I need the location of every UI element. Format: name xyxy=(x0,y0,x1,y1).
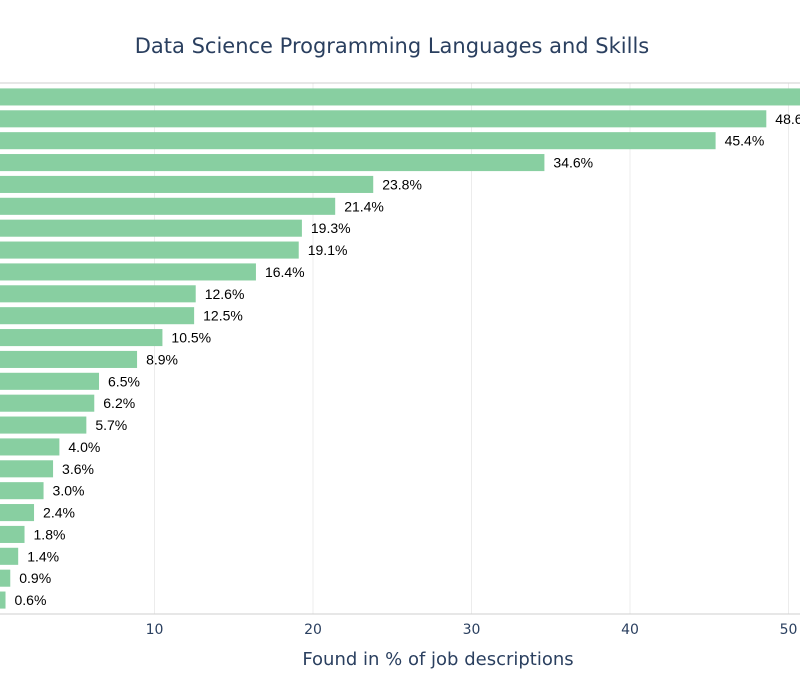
x-axis-ticks: 10 20 30 40 50 xyxy=(146,622,798,638)
bar xyxy=(0,329,163,347)
bar xyxy=(0,438,60,456)
bar xyxy=(0,110,767,128)
bar-data-label: 6.2% xyxy=(103,395,135,411)
bar xyxy=(0,350,138,368)
bar xyxy=(0,460,54,478)
bar-data-label: 6.5% xyxy=(108,373,140,389)
bar-data-label: 34.6% xyxy=(553,155,593,171)
bar-data-label: 16.4% xyxy=(265,264,305,280)
bar-data-label: 21.4% xyxy=(344,198,384,214)
bar xyxy=(0,482,44,500)
chart-title: Data Science Programming Languages and S… xyxy=(135,34,649,58)
x-tick-label: 50 xyxy=(780,622,798,638)
x-tick-label: 40 xyxy=(621,622,639,638)
bar-data-label: 19.1% xyxy=(308,242,348,258)
bar xyxy=(0,263,256,281)
bar-data-label: 5.7% xyxy=(95,417,127,433)
bar-data-label: 45.4% xyxy=(725,133,765,149)
bar xyxy=(0,241,299,259)
bar-data-label: 0.6% xyxy=(15,592,47,608)
bar xyxy=(0,416,87,434)
bar xyxy=(0,394,95,412)
bar xyxy=(0,219,302,237)
bar-data-label: 1.8% xyxy=(34,526,66,542)
bar xyxy=(0,285,196,303)
bar xyxy=(0,504,35,522)
bar xyxy=(0,591,6,609)
bar xyxy=(0,569,11,587)
bar-data-label: 1.4% xyxy=(27,548,59,564)
bar xyxy=(0,307,195,325)
bar-data-label: 12.6% xyxy=(205,286,245,302)
bar-data-label: 0.9% xyxy=(19,570,51,586)
bar-data-label: 19.3% xyxy=(311,220,351,236)
bar xyxy=(0,372,100,390)
bar xyxy=(0,175,374,193)
x-axis-title: Found in % of job descriptions xyxy=(302,649,573,670)
bar xyxy=(0,525,25,543)
bar xyxy=(0,547,19,565)
bar-data-label: 3.6% xyxy=(62,461,94,477)
bars xyxy=(0,88,800,609)
x-tick-label: 20 xyxy=(304,622,322,638)
bar xyxy=(0,88,800,106)
bar-labels: 48.6% 45.4% 34.6% 23.8% 21.4% 19.3% 19.1%16.4%… xyxy=(15,111,800,608)
bar-data-label: 2.4% xyxy=(43,505,75,521)
bar-data-label: 12.5% xyxy=(203,308,243,324)
bar xyxy=(0,132,716,150)
bar-data-label: 3.0% xyxy=(53,483,85,499)
bar xyxy=(0,197,336,215)
x-tick-label: 30 xyxy=(463,622,481,638)
bar-data-label: 23.8% xyxy=(382,176,422,192)
bar xyxy=(0,154,545,172)
bar-data-label: 10.5% xyxy=(171,330,211,346)
bar-data-label: 4.0% xyxy=(68,439,100,455)
bar-data-label: 8.9% xyxy=(146,351,178,367)
bar-data-label: 48.6% xyxy=(775,111,800,127)
gridlines xyxy=(154,83,789,614)
x-tick-label: 10 xyxy=(146,622,164,638)
